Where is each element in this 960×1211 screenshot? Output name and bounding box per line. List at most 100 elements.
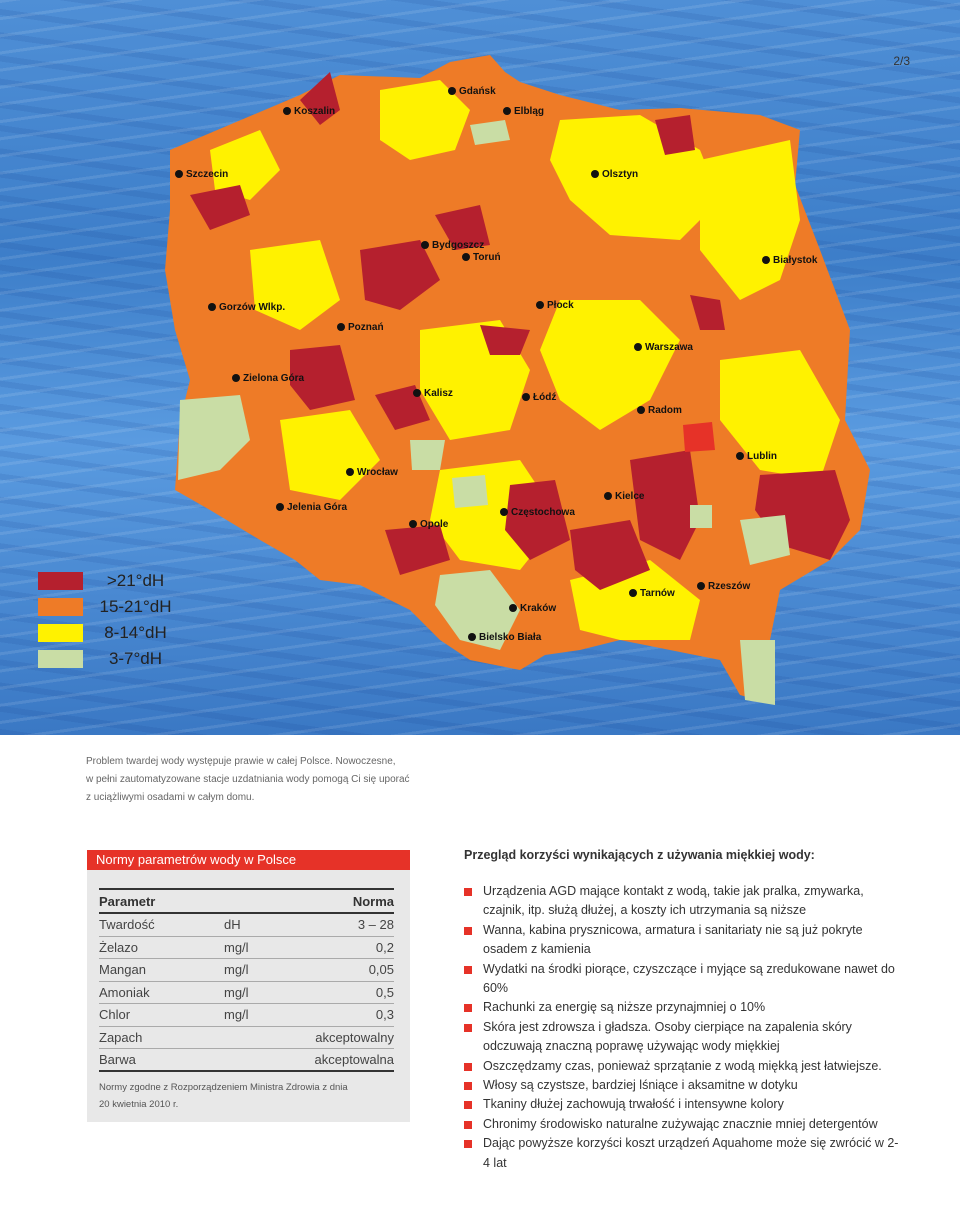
red-square-bullet-icon — [464, 1004, 472, 1013]
city-label-torun: Toruń — [462, 252, 501, 263]
city-dot-icon — [409, 520, 417, 528]
city-label-bialystok: Białystok — [762, 255, 817, 266]
city-label-jelenia-gora: Jelenia Góra — [276, 502, 347, 513]
red-square-bullet-icon — [464, 1062, 472, 1071]
city-label-radom: Radom — [637, 405, 682, 416]
map-region-green-east — [690, 505, 712, 528]
map-region-red-poznan — [290, 345, 355, 410]
map-region-green-lublin — [740, 515, 790, 565]
map-region-red-koszalin — [300, 72, 340, 125]
list-item: Skóra jest zdrowsza i gładsza. Osoby cie… — [464, 1018, 904, 1057]
legend-row: 3-7°dH — [38, 646, 178, 672]
map-region-green-rzeszow — [740, 640, 775, 705]
map-region-red-elblag — [655, 115, 695, 155]
water-norms-panel: Normy parametrów wody w Polsce Parametr … — [87, 850, 410, 1122]
list-item: Dając powyższe korzyści koszt urządzeń A… — [464, 1134, 904, 1173]
legend-label: 3-7°dH — [108, 649, 163, 668]
legend-label: 8-14°dH — [104, 623, 167, 642]
map-region-yellow-east — [700, 140, 800, 300]
city-label-zielona-gora: Zielona Góra — [232, 373, 304, 384]
norms-table-header: Parametr Norma — [99, 888, 394, 914]
city-label-opole: Opole — [409, 519, 448, 530]
map-region-red-torun — [435, 205, 490, 250]
city-label-wroclaw: Wrocław — [346, 467, 398, 478]
map-region-green-opole — [452, 475, 488, 508]
city-label-kielce: Kielce — [604, 491, 644, 502]
map-region-green-gdansk — [470, 120, 510, 145]
legend-row: >21°dH — [38, 568, 178, 594]
city-label-tarnow: Tarnów — [629, 588, 675, 599]
benefits-title: Przegląd korzyści wynikających z używani… — [464, 848, 815, 862]
hardness-legend: >21°dH 15-21°dH 8-14°dH 3-7°dH — [38, 568, 178, 672]
map-region-red-czestochowa — [505, 480, 570, 560]
city-label-krakow: Kraków — [509, 603, 556, 614]
red-square-bullet-icon — [464, 1101, 472, 1110]
city-dot-icon — [762, 256, 770, 264]
city-dot-icon — [604, 492, 612, 500]
list-item: Chronimy środowisko naturalne zużywając … — [464, 1115, 904, 1134]
map-region-yellow-lublin — [720, 350, 840, 480]
table-row: Zapach akceptowalny — [99, 1027, 394, 1049]
city-dot-icon — [283, 107, 291, 115]
water-background: 2/3 Gdańsk Elbląg Koszalin Szczecin Olsz… — [0, 0, 960, 735]
city-dot-icon — [509, 604, 517, 612]
city-dot-icon — [536, 301, 544, 309]
city-label-szczecin: Szczecin — [175, 169, 228, 180]
map-region-red-opole — [385, 525, 450, 575]
map-region-green-krakow — [435, 570, 520, 650]
norms-footnote: Normy zgodne z Rozporządzeniem Ministra … — [99, 1081, 348, 1110]
red-square-bullet-icon — [464, 1023, 472, 1032]
city-dot-icon — [634, 343, 642, 351]
city-dot-icon — [337, 323, 345, 331]
table-row: Twardość dH 3 – 28 — [99, 914, 394, 937]
city-dot-icon — [637, 406, 645, 414]
city-label-bielsko-biala: Bielsko Biała — [468, 632, 541, 643]
city-label-lublin: Lublin — [736, 451, 777, 462]
list-item: Włosy są czystsze, bardziej lśniące i ak… — [464, 1076, 904, 1095]
map-caption: Problem twardej wody występuje prawie w … — [86, 756, 410, 803]
city-dot-icon — [697, 582, 705, 590]
map-region-bright-red — [683, 422, 715, 452]
city-label-elblag: Elbląg — [503, 106, 544, 117]
city-dot-icon — [276, 503, 284, 511]
legend-row: 8-14°dH — [38, 620, 178, 646]
poland-hardness-map — [165, 55, 870, 705]
city-label-koszalin: Koszalin — [283, 106, 335, 117]
city-label-warszawa: Warszawa — [634, 342, 693, 353]
city-dot-icon — [175, 170, 183, 178]
legend-row: 15-21°dH — [38, 594, 178, 620]
map-region-yellow-koszalin — [210, 130, 280, 200]
city-label-gdansk: Gdańsk — [448, 86, 496, 97]
city-dot-icon — [629, 589, 637, 597]
red-square-bullet-icon — [464, 1120, 472, 1129]
city-dot-icon — [468, 633, 476, 641]
city-label-czestochowa: Częstochowa — [500, 507, 575, 518]
red-square-bullet-icon — [464, 1082, 472, 1091]
city-dot-icon — [736, 452, 744, 460]
city-dot-icon — [500, 508, 508, 516]
map-region-green-wroclaw — [410, 440, 445, 470]
map-region-red-bydgoszcz — [360, 240, 440, 310]
city-label-lodz: Łódź — [522, 392, 556, 403]
map-region-green-zielona-gora — [178, 395, 250, 480]
red-square-bullet-icon — [464, 1140, 472, 1149]
city-dot-icon — [413, 389, 421, 397]
table-row: Amoniak mg/l 0,5 — [99, 982, 394, 1004]
red-square-bullet-icon — [464, 965, 472, 974]
city-dot-icon — [522, 393, 530, 401]
map-region-yellow-center — [540, 300, 680, 430]
page-number: 2/3 — [893, 54, 910, 68]
red-square-bullet-icon — [464, 926, 472, 935]
list-item: Wydatki na środki piorące, czyszczące i … — [464, 960, 904, 999]
red-square-bullet-icon — [464, 888, 472, 896]
city-label-kalisz: Kalisz — [413, 388, 453, 399]
map-region-red-warsaw-east — [690, 295, 725, 330]
city-dot-icon — [346, 468, 354, 476]
norms-table: Parametr Norma Twardość dH 3 – 28 Żelazo… — [99, 888, 394, 1072]
benefits-section: Przegląd korzyści wynikających z używani… — [464, 848, 904, 1173]
legend-label: 15-21°dH — [99, 597, 172, 616]
norms-title: Normy parametrów wody w Polsce — [87, 850, 410, 870]
table-row: Żelazo mg/l 0,2 — [99, 937, 394, 959]
city-dot-icon — [208, 303, 216, 311]
city-dot-icon — [232, 374, 240, 382]
